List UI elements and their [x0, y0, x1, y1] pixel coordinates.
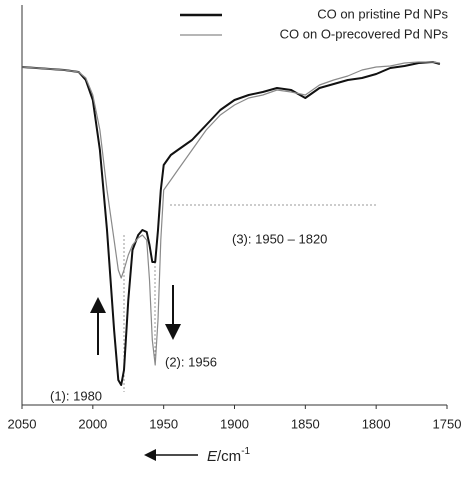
- series-line: [21, 61, 440, 366]
- x-axis-label: E/cm-1: [207, 446, 251, 465]
- series-line: [21, 61, 441, 386]
- x-tick-label: 1900: [220, 416, 249, 431]
- annotation: (2): 1956: [165, 354, 217, 369]
- x-tick-label: 1800: [362, 416, 391, 431]
- x-tick-label: 1750: [433, 416, 462, 431]
- x-tick-label: 1850: [291, 416, 320, 431]
- legend-label: CO on O-precovered Pd NPs: [280, 26, 449, 41]
- x-label-part: /cm: [217, 448, 241, 465]
- x-tick-label: 2050: [8, 416, 37, 431]
- x-tick-label: 2000: [78, 416, 107, 431]
- x-tick-label: 1950: [149, 416, 178, 431]
- annotation: (3): 1950 – 1820: [232, 231, 327, 246]
- annotation: (1): 1980: [50, 388, 102, 403]
- legend-label: CO on pristine Pd NPs: [317, 6, 448, 21]
- x-label-part: E: [207, 448, 218, 465]
- x-label-part: -1: [241, 446, 250, 457]
